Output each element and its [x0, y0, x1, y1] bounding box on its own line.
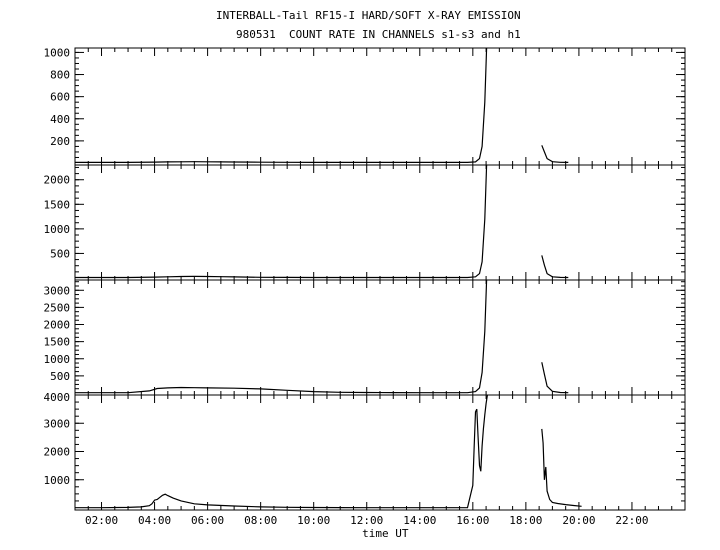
series-line-s3 [75, 279, 488, 394]
x-tick-label: 02:00 [85, 514, 118, 527]
y-tick-label: 500 [50, 247, 70, 260]
y-tick-label: 2500 [44, 301, 71, 314]
series-line-s2 [75, 164, 488, 279]
x-tick-label: 08:00 [244, 514, 277, 527]
y-tick-label: 1500 [44, 198, 71, 211]
panel-frame-h1 [74, 394, 686, 511]
panel-frame-s1 [74, 47, 686, 166]
y-tick-label: 1000 [44, 474, 71, 487]
y-tick-label: 500 [50, 370, 70, 383]
y-tick-label: 1000 [44, 46, 71, 59]
y-tick-label: 2000 [44, 446, 71, 459]
x-axis-label: time UT [362, 527, 409, 540]
y-tick-label: 1000 [44, 353, 71, 366]
x-tick-label: 18:00 [509, 514, 542, 527]
y-tick-label: 4000 [44, 391, 71, 404]
x-tick-label: 20:00 [562, 514, 595, 527]
y-tick-label: 2000 [44, 174, 71, 187]
series-line-h1 [541, 428, 582, 507]
chart-title: INTERBALL-Tail RF15-I HARD/SOFT X-RAY EM… [216, 9, 521, 22]
x-tick-label: 04:00 [138, 514, 171, 527]
y-tick-label: 1000 [44, 223, 71, 236]
series-line-s2 [541, 255, 569, 279]
y-tick-label: 200 [50, 135, 70, 148]
y-tick-label: 3000 [44, 417, 71, 430]
y-tick-label: 1500 [44, 336, 71, 349]
y-tick-label: 600 [50, 91, 70, 104]
chart-subtitle: 980531 COUNT RATE IN CHANNELS s1-s3 and … [236, 28, 521, 41]
panel-frame-s3 [74, 279, 686, 396]
series-line-h1 [75, 394, 488, 509]
x-tick-label: 10:00 [297, 514, 330, 527]
x-tick-label: 06:00 [191, 514, 224, 527]
y-tick-label: 2000 [44, 319, 71, 332]
panel-frame-s2 [74, 164, 686, 281]
y-tick-label: 3000 [44, 284, 71, 297]
y-tick-label: 400 [50, 113, 70, 126]
series-line-s1 [75, 47, 488, 163]
y-tick-label: 800 [50, 69, 70, 82]
x-tick-label: 12:00 [350, 514, 383, 527]
x-tick-label: 14:00 [403, 514, 436, 527]
series-line-s3 [541, 362, 569, 394]
series-line-s1 [541, 145, 569, 163]
x-tick-label: 16:00 [456, 514, 489, 527]
x-tick-label: 22:00 [615, 514, 648, 527]
